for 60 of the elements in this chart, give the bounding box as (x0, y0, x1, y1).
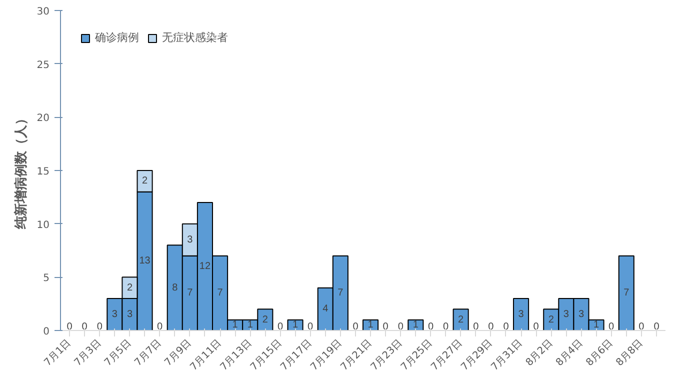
data-label: 0 (638, 322, 645, 332)
bar (512, 298, 530, 330)
data-label: 0 (654, 322, 660, 332)
data-label: 0 (157, 322, 164, 332)
data-label: 0 (608, 322, 615, 332)
data-label: 7 (187, 288, 194, 299)
x-tick-label: 7月1日 (42, 338, 74, 369)
data-label: 3 (578, 309, 584, 320)
data-label: 1 (292, 320, 298, 331)
x-tick-label: 8月8日 (614, 338, 646, 369)
y-axis-title: 纯新增病例数（人） (12, 112, 29, 230)
y-tick-label: 0 (43, 326, 50, 338)
data-label: 1 (593, 320, 600, 331)
data-label: 3 (518, 309, 524, 320)
data-label: 7 (217, 288, 224, 299)
x-tick-label: 8月2日 (524, 338, 556, 369)
data-label: 0 (398, 322, 404, 332)
data-label: 1 (368, 320, 374, 331)
data-label: 8 (172, 282, 178, 294)
data-label: 0 (96, 322, 103, 332)
data-label: 7 (338, 288, 344, 299)
data-label: 0 (277, 322, 284, 332)
data-label: 4 (322, 304, 329, 315)
data-label: 3 (563, 309, 570, 320)
data-label: 2 (262, 314, 268, 326)
data-label: 1 (232, 320, 238, 331)
y-tick-label: 15 (36, 166, 50, 178)
data-label: 3 (126, 309, 133, 320)
y-tick-label: 25 (36, 60, 50, 71)
x-tick-label: 7月5日 (102, 338, 134, 369)
y-tick-label: 10 (36, 220, 50, 231)
data-label: 1 (412, 320, 419, 331)
data-label: 13 (139, 256, 151, 267)
data-label: 3 (187, 234, 194, 246)
bar (618, 255, 634, 330)
y-tick-label: 5 (43, 273, 50, 284)
data-label: 0 (428, 322, 434, 332)
data-label: 3 (112, 309, 118, 320)
x-tick-label: 8月6日 (584, 338, 616, 369)
x-tick-label: 7月7日 (132, 338, 164, 369)
y-tick-label: 20 (36, 113, 50, 124)
x-tick-label: 7月3日 (72, 338, 104, 369)
data-label: 0 (308, 322, 314, 332)
data-label: 0 (352, 322, 359, 332)
data-label: 2 (458, 314, 464, 326)
legend-label: 无症状感染者 (162, 30, 228, 45)
data-label: 2 (548, 314, 554, 326)
data-label: 2 (126, 282, 133, 294)
data-label: 0 (382, 322, 389, 332)
data-label: 0 (442, 322, 449, 332)
x-tick-label: 8月4日 (554, 338, 586, 369)
data-label: 1 (247, 320, 254, 331)
data-label: 12 (199, 261, 211, 272)
legend-label: 确诊病例 (95, 30, 139, 45)
data-label: 0 (82, 322, 88, 332)
data-label: 0 (66, 322, 73, 332)
data-label: 7 (624, 288, 630, 299)
bar (452, 308, 469, 330)
y-tick-label: 30 (36, 6, 50, 18)
data-label: 2 (142, 176, 148, 187)
